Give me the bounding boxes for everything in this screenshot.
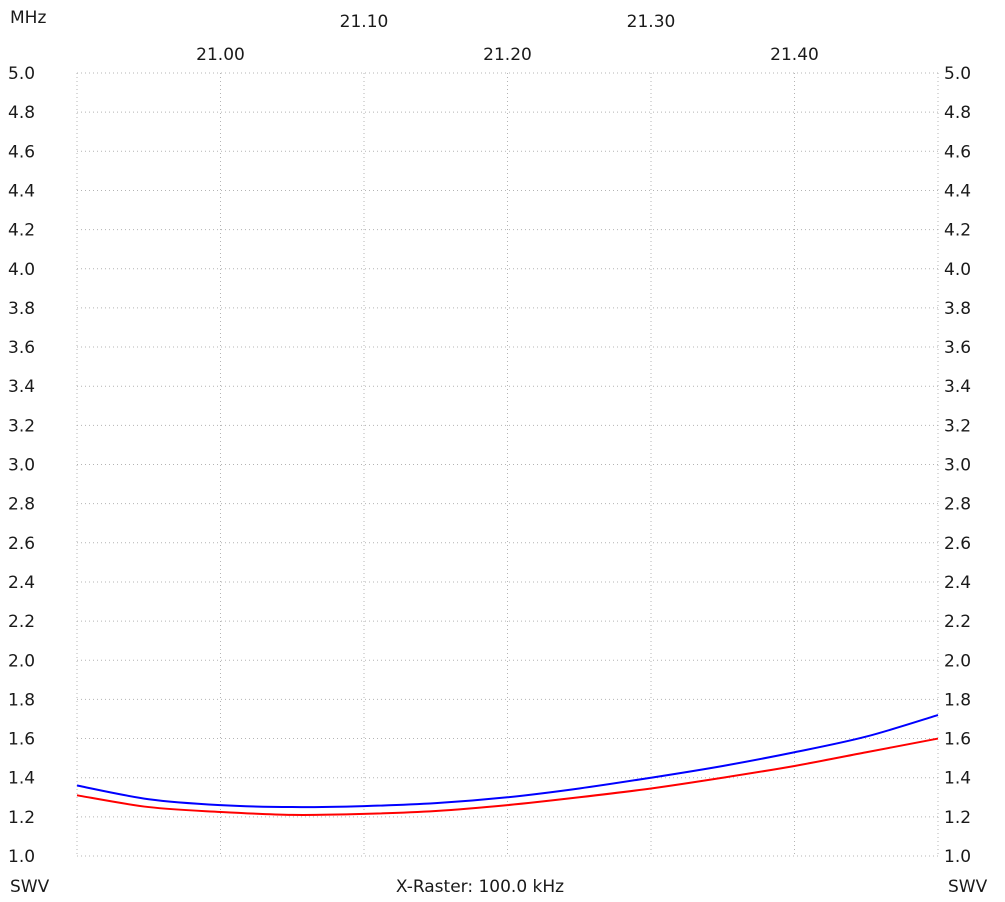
grid <box>76 72 939 857</box>
y-tick-right: 3.8 <box>944 299 971 319</box>
y-tick-left: 1.2 <box>8 808 35 828</box>
y-tick-right: 5.0 <box>944 64 971 84</box>
y-tick-left: 1.6 <box>8 730 35 750</box>
y-tick-right: 2.8 <box>944 495 971 515</box>
y-tick-right: 3.2 <box>944 416 971 436</box>
y-tick-right: 1.4 <box>944 769 971 789</box>
footer-label: X-Raster: 100.0 kHz <box>396 877 564 897</box>
y-tick-right: 2.6 <box>944 534 971 554</box>
traces <box>76 714 939 816</box>
y-tick-left: 4.0 <box>8 260 35 280</box>
swr-trace-blue <box>76 714 939 809</box>
y-tick-right: 1.8 <box>944 690 971 710</box>
y-tick-left: 1.0 <box>8 847 35 867</box>
y-tick-right: 3.6 <box>944 338 971 358</box>
y-tick-left: 4.4 <box>8 181 35 201</box>
y-tick-left: 1.4 <box>8 769 35 789</box>
y-tick-right: 4.2 <box>944 221 971 241</box>
x-tick-label: 21.30 <box>627 12 676 32</box>
tick-labels: 5.0 5.0 4.8 4.8 4.6 4.6 4.4 4.4 4.2 4.2 4.0 4.0 3.8 3… <box>8 12 971 867</box>
y-tick-right: 1.2 <box>944 808 971 828</box>
y-tick-left: 4.6 <box>8 142 35 162</box>
y-tick-left: 1.8 <box>8 690 35 710</box>
y-axis-label-right: SWV <box>948 877 988 897</box>
y-tick-right: 4.4 <box>944 181 971 201</box>
y-tick-right: 2.2 <box>944 612 971 632</box>
y-tick-left: 2.8 <box>8 495 35 515</box>
y-tick-right: 3.0 <box>944 456 971 476</box>
x-tick-label: 21.10 <box>340 12 389 32</box>
y-tick-right: 3.4 <box>944 377 971 397</box>
y-tick-right: 2.0 <box>944 651 971 671</box>
y-tick-left: 3.6 <box>8 338 35 358</box>
y-axis-label-left: SWV <box>10 877 50 897</box>
y-tick-left: 3.2 <box>8 416 35 436</box>
y-tick-left: 2.0 <box>8 651 35 671</box>
y-tick-right: 4.6 <box>944 142 971 162</box>
swr-trace-red <box>76 737 939 816</box>
y-tick-left: 4.8 <box>8 103 35 123</box>
y-tick-right: 1.0 <box>944 847 971 867</box>
y-tick-right: 1.6 <box>944 730 971 750</box>
y-tick-right: 2.4 <box>944 573 971 593</box>
y-tick-left: 4.2 <box>8 221 35 241</box>
x-tick-label: 21.40 <box>770 45 819 65</box>
y-tick-left: 2.6 <box>8 534 35 554</box>
y-tick-left: 3.4 <box>8 377 35 397</box>
y-tick-left: 3.8 <box>8 299 35 319</box>
y-tick-right: 4.8 <box>944 103 971 123</box>
unit-label: MHz <box>10 8 46 28</box>
x-tick-label: 21.00 <box>196 45 245 65</box>
y-tick-left: 2.2 <box>8 612 35 632</box>
y-tick-left: 3.0 <box>8 456 35 476</box>
y-tick-right: 4.0 <box>944 260 971 280</box>
y-tick-left: 5.0 <box>8 64 35 84</box>
x-tick-label: 21.20 <box>483 45 532 65</box>
y-tick-left: 2.4 <box>8 573 35 593</box>
